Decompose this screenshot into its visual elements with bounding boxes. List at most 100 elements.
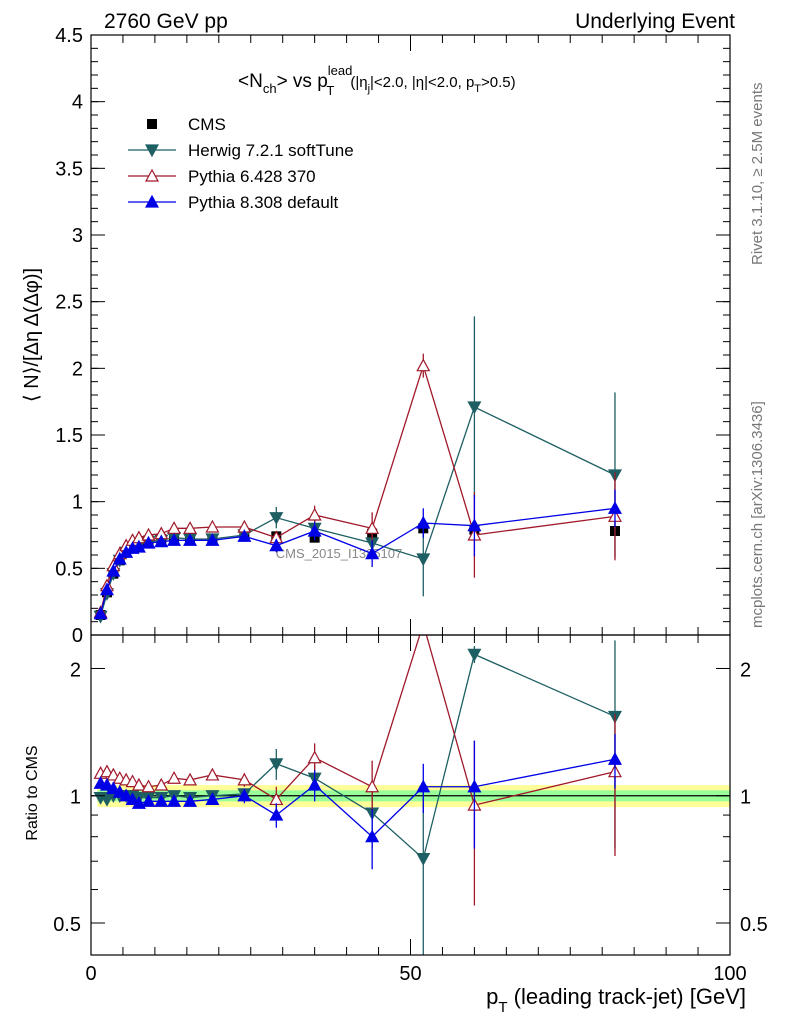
y-tick-label: 0.5 xyxy=(55,558,83,580)
ratio-series-1 xyxy=(93,618,622,906)
ratio-point xyxy=(167,770,182,784)
ratio-point xyxy=(607,751,622,765)
ratio-y-tick-label: 1 xyxy=(70,787,81,809)
ratio-point xyxy=(125,774,140,788)
data-point xyxy=(607,501,622,514)
legend-marker xyxy=(144,194,160,208)
legend-label: Pythia 8.308 default xyxy=(188,193,339,212)
main-panel: CMS_2015_I1385107 0 0.5 1 1.5 2 2.5 3 3.5 4 4.5 xyxy=(55,25,731,647)
data-point xyxy=(269,512,284,525)
ratio-point xyxy=(237,788,252,802)
ratio-point xyxy=(467,648,482,662)
x-tick-label: 0 xyxy=(85,963,96,985)
ratio-point xyxy=(307,777,322,791)
data-point xyxy=(131,539,146,553)
header-left: 2760 GeV pp xyxy=(104,10,228,33)
legend-marker xyxy=(144,144,160,158)
ratio-panel: 0.5 0.5 1 1 2 2 0 50 100 xyxy=(53,35,768,985)
ratio-y-tick-label-right: 1 xyxy=(740,787,751,809)
ratio-point xyxy=(365,779,380,793)
data-point xyxy=(416,358,431,372)
ratio-point xyxy=(167,794,182,807)
data-point xyxy=(237,529,252,542)
y-tick-label: 3.5 xyxy=(55,158,83,180)
ratio-point xyxy=(131,777,146,791)
legend-label: Herwig 7.2.1 softTune xyxy=(188,141,354,160)
ratio-point xyxy=(183,772,198,786)
main-y-label: ⟨ N⟩/[Δη Δ(Δφ)] xyxy=(21,268,43,402)
y-tick-label: 4 xyxy=(72,92,83,114)
data-point xyxy=(141,535,156,549)
data-point xyxy=(269,538,284,552)
ratio-y-axis: 0.5 0.5 1 1 2 2 xyxy=(53,659,768,936)
x-axis-label: pT (leading track-jet) [GeV] xyxy=(486,984,746,1016)
side-text-rivet: Rivet 3.1.10, ≥ 2.5M events xyxy=(749,83,766,266)
y-tick-label: 3 xyxy=(72,225,83,247)
ratio-point xyxy=(131,795,146,809)
legend-label: Pythia 6.428 370 xyxy=(188,167,316,186)
ratio-point xyxy=(269,758,284,772)
ratio-point xyxy=(99,777,114,791)
ratio-point xyxy=(125,792,140,806)
ratio-point xyxy=(467,779,482,793)
plot-title: <Nch> vs plead T (|ηj|<2.0, |η|<2.0, pT>0.… xyxy=(238,63,516,98)
ratio-point xyxy=(141,794,156,807)
ratio-y-label: Ratio to CMS xyxy=(24,745,41,840)
series-line xyxy=(99,406,616,617)
ratio-point xyxy=(416,853,431,866)
ratio-series-2 xyxy=(93,733,622,870)
ratio-point xyxy=(417,618,429,629)
data-point xyxy=(467,401,482,415)
side-text-mcplots: mcplots.cern.ch [arXiv:1306.3436] xyxy=(749,401,766,628)
series-line xyxy=(99,507,616,614)
ratio-y-tick-label-right: 0.5 xyxy=(740,914,768,936)
main-y-axis: 0 0.5 1 1.5 2 2.5 3 3.5 4 4.5 xyxy=(55,25,730,647)
data-point xyxy=(365,521,380,534)
data-point xyxy=(307,523,322,537)
series-1 xyxy=(93,316,622,624)
data-point xyxy=(416,553,431,567)
ratio-point xyxy=(119,788,134,802)
data-point xyxy=(99,582,114,596)
ratio-point xyxy=(154,777,169,791)
data-point xyxy=(365,546,380,560)
ratio-point xyxy=(205,767,220,781)
ratio-point xyxy=(205,792,220,806)
ratio-series-line xyxy=(100,653,616,860)
y-tick-label: 1.5 xyxy=(55,425,83,447)
ratio-point xyxy=(99,793,114,807)
data-point xyxy=(93,606,108,620)
watermark: CMS_2015_I1385107 xyxy=(276,546,403,561)
data-point xyxy=(154,534,169,548)
header-right: Underlying Event xyxy=(575,10,735,33)
data-point xyxy=(205,533,220,546)
y-tick-label: 4.5 xyxy=(55,25,83,47)
data-point xyxy=(112,551,127,565)
ratio-point xyxy=(307,750,322,764)
y-tick-label: 2 xyxy=(72,358,83,380)
main-plot-area xyxy=(93,316,622,624)
data-point xyxy=(205,519,220,533)
legend: CMS Herwig 7.2.1 softTune Pythia 6.428 370… xyxy=(128,115,354,212)
y-tick-label: 1 xyxy=(72,492,83,514)
series-2 xyxy=(93,353,622,618)
y-tick-label: 2.5 xyxy=(55,292,83,314)
data-point xyxy=(167,533,182,546)
data-point xyxy=(307,507,322,521)
ratio-y-tick-label: 0.5 xyxy=(53,914,81,936)
ratio-y-tick-label: 2 xyxy=(70,659,81,681)
ratio-point xyxy=(237,772,252,786)
data-point xyxy=(416,515,431,529)
y-tick-label: 0 xyxy=(72,625,83,647)
series-3 xyxy=(93,489,622,620)
x-tick-label: 50 xyxy=(399,963,421,985)
ratio-point xyxy=(106,781,121,795)
ratio-point xyxy=(112,784,127,798)
data-point xyxy=(106,563,121,577)
ratio-point xyxy=(416,779,431,793)
data-point xyxy=(467,518,482,532)
ratio-point xyxy=(269,807,284,821)
ratio-point xyxy=(183,794,198,807)
ratio-y-tick-label-right: 2 xyxy=(740,659,751,681)
